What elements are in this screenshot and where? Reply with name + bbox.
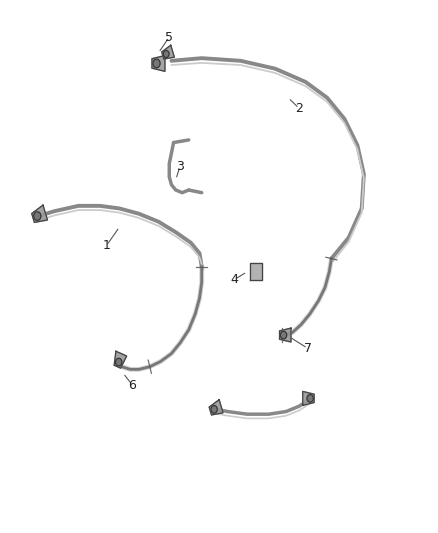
Text: 4: 4: [230, 273, 238, 286]
Polygon shape: [279, 328, 291, 342]
Text: 6: 6: [129, 378, 137, 392]
Circle shape: [163, 51, 169, 58]
Circle shape: [280, 331, 287, 339]
Circle shape: [153, 59, 160, 68]
Text: 3: 3: [176, 160, 184, 173]
Circle shape: [307, 394, 313, 402]
Text: 5: 5: [165, 30, 173, 44]
Circle shape: [116, 358, 122, 366]
Text: 2: 2: [295, 102, 303, 115]
Polygon shape: [250, 263, 262, 280]
Text: 7: 7: [304, 342, 312, 355]
Circle shape: [34, 212, 41, 221]
Polygon shape: [32, 205, 47, 222]
Text: 1: 1: [102, 239, 110, 252]
Polygon shape: [209, 400, 223, 415]
Circle shape: [211, 406, 217, 413]
Polygon shape: [152, 55, 165, 71]
Polygon shape: [162, 45, 174, 59]
Polygon shape: [303, 391, 314, 405]
Polygon shape: [114, 351, 127, 368]
